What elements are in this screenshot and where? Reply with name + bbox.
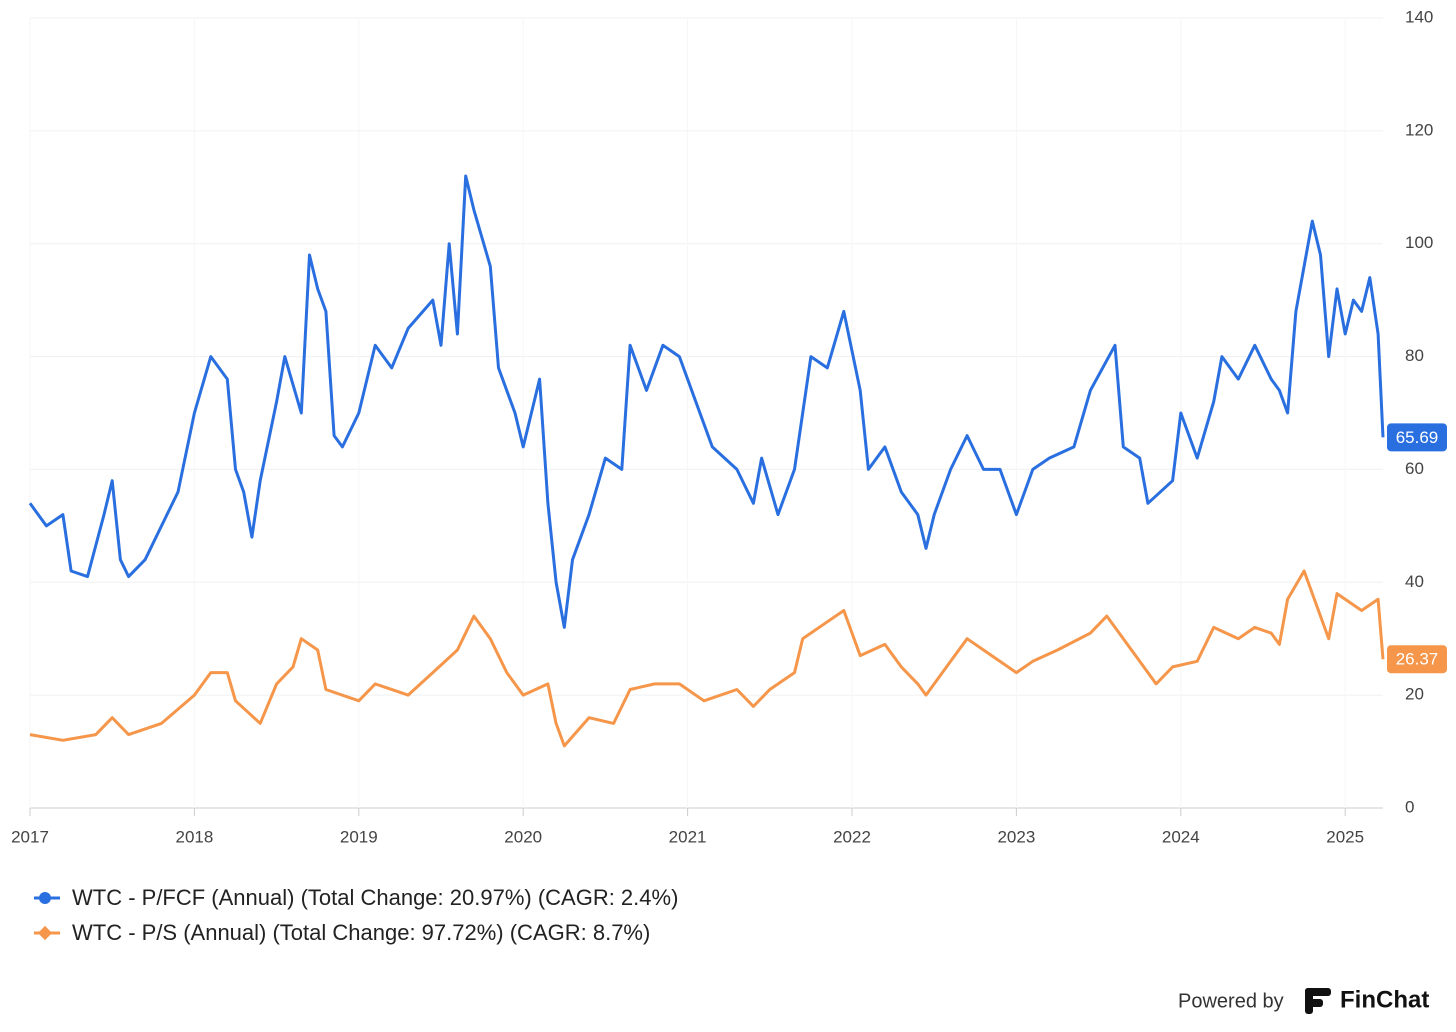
series-line (29, 569, 1385, 748)
legend-marker (39, 892, 51, 904)
y-tick-label: 80 (1405, 346, 1424, 365)
x-tick-label: 2025 (1326, 827, 1364, 846)
x-tick-label: 2019 (340, 827, 378, 846)
end-label: 65.69 (1396, 428, 1439, 447)
y-tick-label: 20 (1405, 685, 1424, 704)
x-tick-label: 2023 (997, 827, 1035, 846)
y-tick-label: 0 (1405, 797, 1414, 816)
x-tick-label: 2018 (175, 827, 213, 846)
x-tick-label: 2022 (833, 827, 871, 846)
x-tick-label: 2021 (669, 827, 707, 846)
x-tick-label: 2017 (11, 827, 49, 846)
y-tick-label: 40 (1405, 572, 1424, 591)
y-tick-label: 140 (1405, 7, 1433, 26)
brand: FinChat (1340, 986, 1429, 1013)
x-tick-label: 2024 (1162, 827, 1200, 846)
y-tick-label: 100 (1405, 233, 1433, 252)
series-line (28, 174, 1385, 629)
end-label-box (1387, 423, 1447, 452)
y-tick-label: 120 (1405, 120, 1433, 139)
x-tick-label: 2020 (504, 827, 542, 846)
legend-label: WTC - P/S (Annual) (Total Change: 97.72%… (72, 920, 650, 945)
y-tick-label: 60 (1405, 459, 1424, 478)
finchat-logo (1305, 988, 1331, 1014)
legend-label: WTC - P/FCF (Annual) (Total Change: 20.9… (72, 885, 678, 910)
end-label-box (1387, 645, 1447, 674)
end-label: 26.37 (1396, 650, 1439, 669)
legend-marker (37, 925, 53, 941)
powered-by: Powered by (1178, 990, 1284, 1012)
